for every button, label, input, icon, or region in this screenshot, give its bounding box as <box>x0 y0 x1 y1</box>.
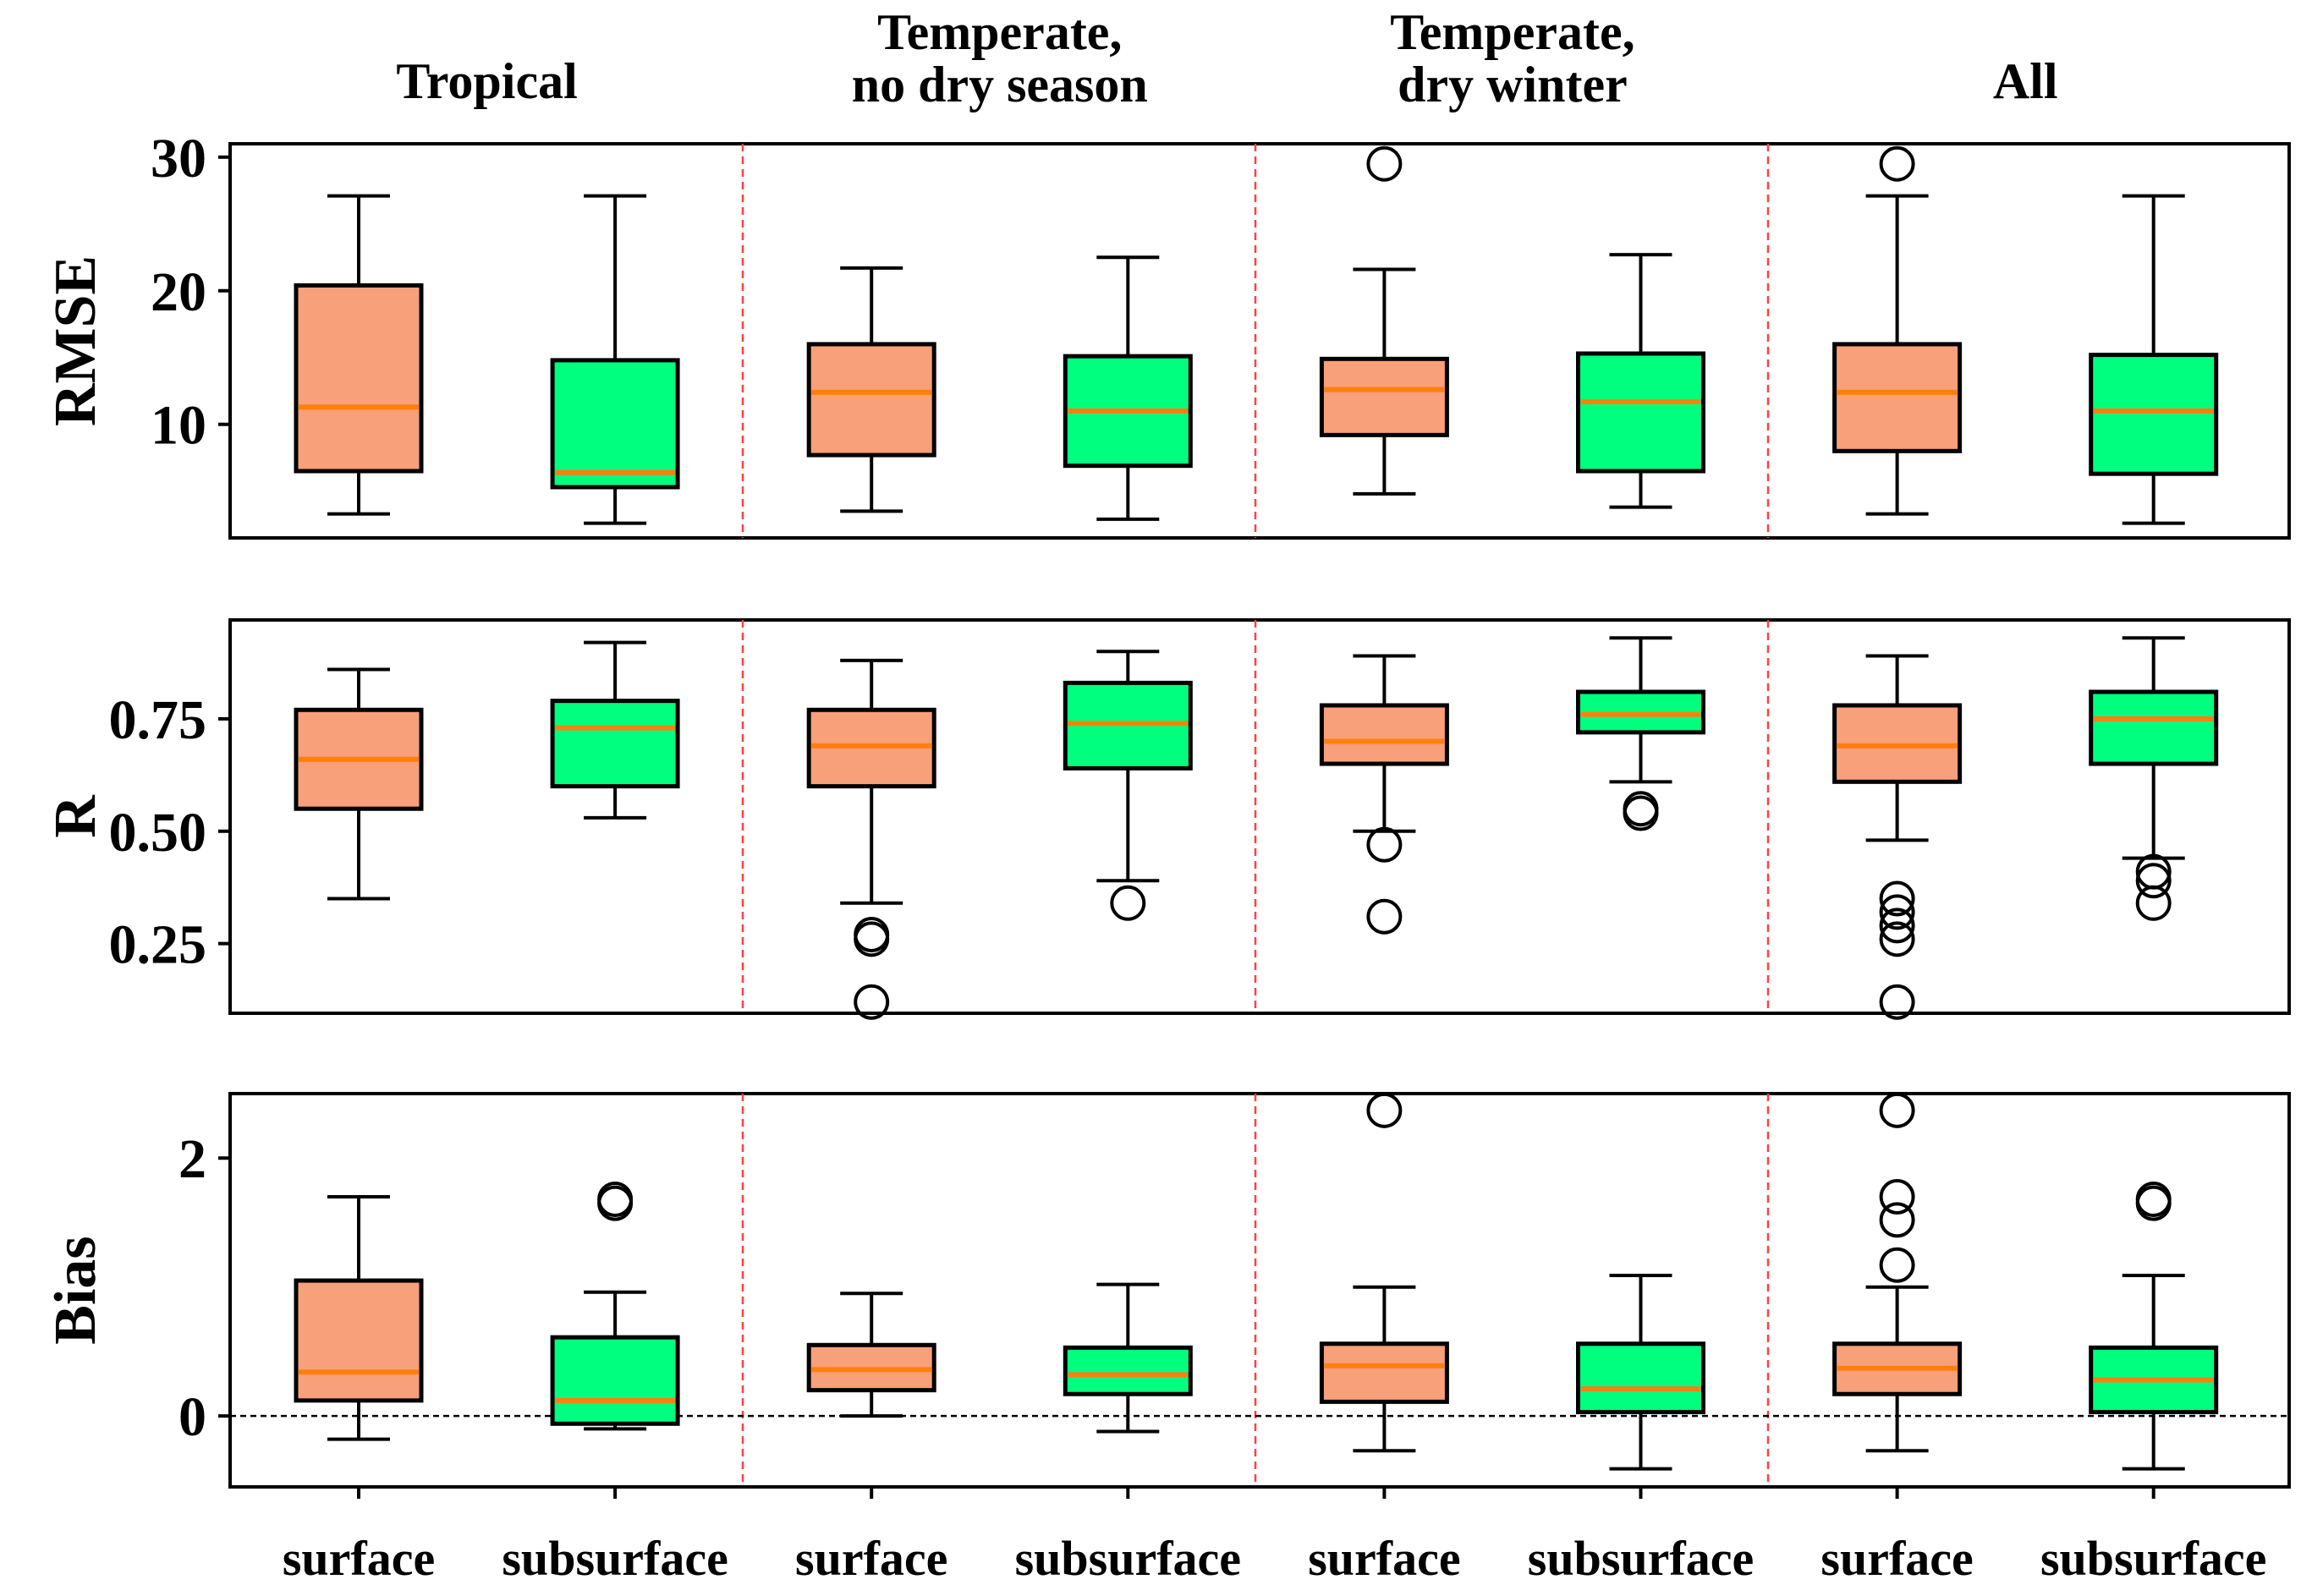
r-ylabel: R <box>43 794 108 838</box>
bias-surface-7-outlier-2 <box>1879 1178 1915 1215</box>
r-surface-5-outlier-2 <box>1366 898 1403 935</box>
xtick-label-8: subsurface <box>2040 1531 2266 1586</box>
r-surface-7-outlier-5 <box>1879 984 1915 1020</box>
rmse-subsurface-2-box <box>550 358 680 490</box>
group-title-1: Tropical <box>396 53 577 109</box>
r-subsurface-2-box <box>550 699 680 789</box>
group-title-4: All <box>1993 53 2058 109</box>
bias-panel-frame <box>228 1092 2291 1489</box>
r-surface-5-outlier-1 <box>1366 826 1403 863</box>
r-subsurface-6-outlier-2 <box>1623 795 1659 831</box>
r-subsurface-8-outlier-3 <box>2135 885 2172 921</box>
xtick-label-6: subsurface <box>1528 1531 1754 1586</box>
bias-subsurface-4-box <box>1063 1345 1193 1396</box>
r-surface-3-outlier-2 <box>854 921 890 957</box>
bias-subsurface-6-box <box>1576 1341 1705 1415</box>
xtick-label-1: surface <box>283 1531 435 1586</box>
rmse-ytick-label-2: 30 <box>151 128 206 189</box>
xtick-label-5: surface <box>1308 1531 1460 1586</box>
bias-ytick-label-0: 0 <box>178 1386 206 1448</box>
r-ytick-label-2: 0.75 <box>109 689 207 751</box>
rmse-ylabel: RMSE <box>43 255 108 426</box>
r-ytick-label-0: 0.25 <box>109 914 207 976</box>
group-title-2-line-2: no dry season <box>852 57 1148 112</box>
bias-subsurface-8-outlier-2 <box>2135 1185 2172 1221</box>
xtick-label-3: surface <box>795 1531 947 1586</box>
bias-subsurface-2-outlier-2 <box>597 1185 634 1221</box>
bias-ytick-label-1: 2 <box>178 1128 206 1190</box>
rmse-surface-5-box <box>1319 356 1449 437</box>
xtick-label-2: subsurface <box>502 1531 728 1586</box>
r-surface-7-outlier-3 <box>1879 908 1915 944</box>
xtick-label-7: surface <box>1820 1531 1973 1586</box>
r-subsurface-4-outlier-1 <box>1110 885 1146 921</box>
bias-surface-1-box <box>294 1278 424 1403</box>
rmse-surface-3-box <box>806 342 936 458</box>
bias-surface-5-outlier-1 <box>1366 1092 1403 1128</box>
bias-surface-7-outlier-4 <box>1879 1247 1915 1283</box>
r-surface-7-outlier-4 <box>1879 921 1915 957</box>
rmse-surface-7-box <box>1832 342 1963 453</box>
bias-ylabel: Bias <box>43 1236 108 1344</box>
rmse-ytick-label-0: 10 <box>151 395 206 457</box>
group-title-3-line-1: Temperate, <box>1390 4 1634 60</box>
group-title-2-line-1: Temperate, <box>877 4 1122 60</box>
rmse-surface-7-outlier-1 <box>1879 145 1915 182</box>
r-surface-3-outlier-3 <box>854 984 890 1020</box>
bias-surface-7-outlier-1 <box>1879 1092 1915 1128</box>
r-subsurface-8-outlier-2 <box>2135 863 2172 899</box>
rmse-subsurface-8-box <box>2089 353 2219 476</box>
r-surface-7-outlier-2 <box>1879 894 1915 930</box>
rmse-panel-frame <box>228 142 2291 540</box>
bias-surface-7-outlier-3 <box>1879 1202 1915 1238</box>
r-ytick-label-1: 0.50 <box>109 802 207 864</box>
xtick-label-4: subsurface <box>1015 1531 1241 1586</box>
bias-surface-5-box <box>1319 1341 1449 1404</box>
rmse-surface-5-outlier-1 <box>1366 145 1403 182</box>
rmse-surface-1-box <box>294 282 424 474</box>
r-surface-7-outlier-1 <box>1879 880 1915 917</box>
group-title-3-line-2: dry winter <box>1398 57 1628 112</box>
r-panel-frame <box>228 618 2291 1015</box>
r-subsurface-8-box <box>2089 689 2219 766</box>
r-surface-5-box <box>1319 703 1449 766</box>
rmse-subsurface-6-box <box>1576 351 1705 474</box>
rmse-ytick-label-1: 20 <box>151 261 206 323</box>
bias-subsurface-2-box <box>550 1335 680 1426</box>
